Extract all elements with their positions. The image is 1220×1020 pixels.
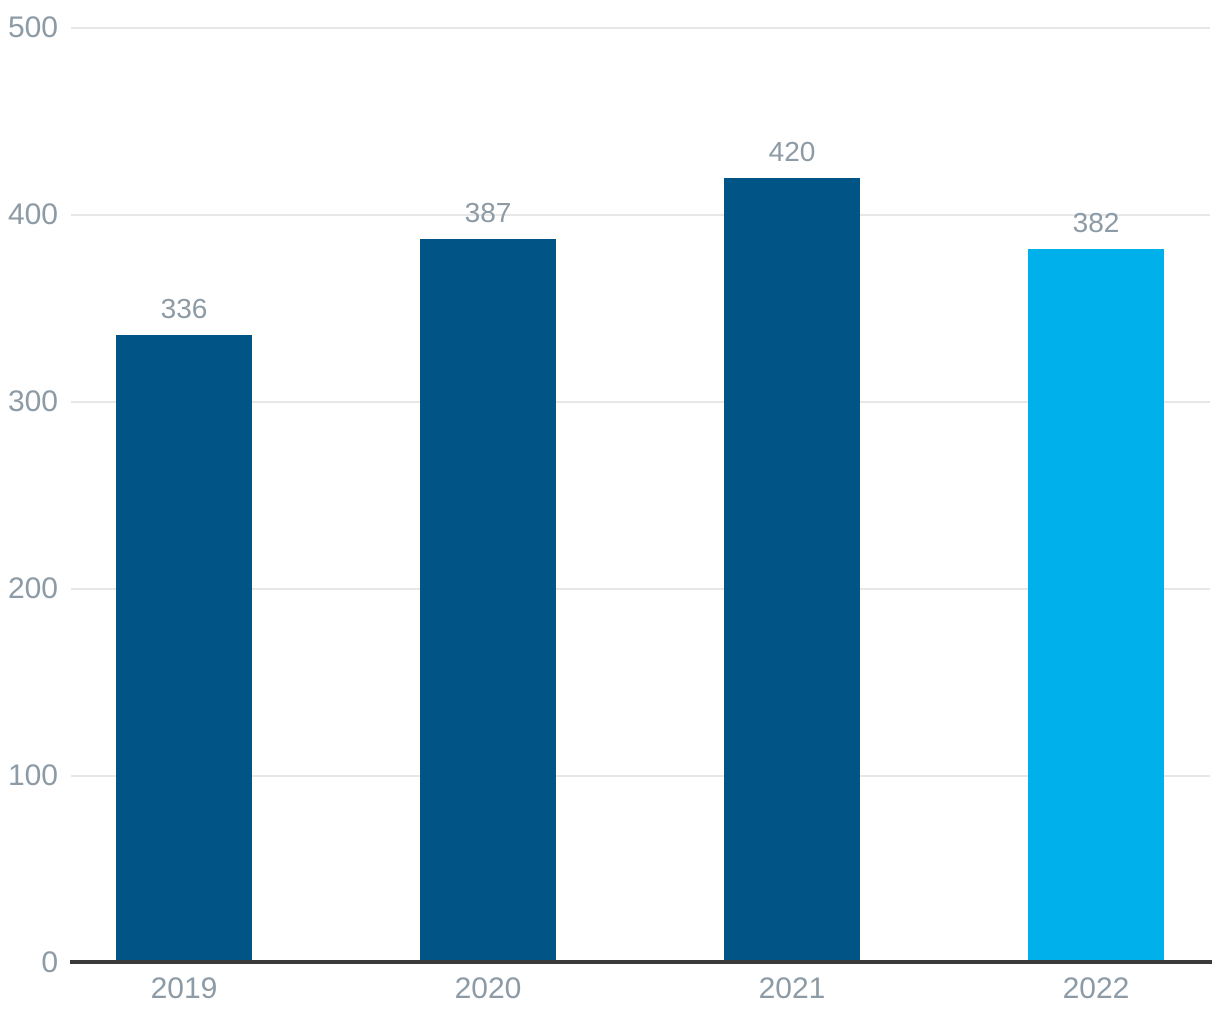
gridline-100	[71, 775, 1210, 777]
y-tick-label-500: 500	[7, 11, 58, 44]
y-tick-label-0: 0	[41, 946, 58, 979]
x-tick-label-2020: 2020	[454, 972, 522, 1005]
value-label-2022: 382	[1072, 206, 1120, 238]
y-tick-label-100: 100	[7, 759, 58, 792]
x-axis-line	[70, 960, 1212, 964]
gridline-400	[71, 214, 1210, 216]
bar-2020	[420, 239, 556, 963]
gridline-200	[71, 588, 1210, 590]
x-tick-label-2019: 2019	[150, 972, 218, 1005]
bar-2022	[1028, 248, 1164, 963]
y-tick-label-400: 400	[7, 198, 58, 231]
gridline-300	[71, 401, 1210, 403]
bar-2021	[724, 177, 860, 963]
value-label-2021: 420	[768, 135, 816, 167]
x-tick-label-2022: 2022	[1062, 972, 1130, 1005]
bar-2019	[116, 334, 252, 963]
value-label-2020: 387	[464, 197, 512, 229]
value-label-2019: 336	[160, 292, 208, 324]
x-tick-label-2021: 2021	[758, 972, 826, 1005]
y-tick-label-300: 300	[7, 385, 58, 418]
gridline-500	[71, 27, 1210, 29]
y-tick-label-200: 200	[7, 572, 58, 605]
